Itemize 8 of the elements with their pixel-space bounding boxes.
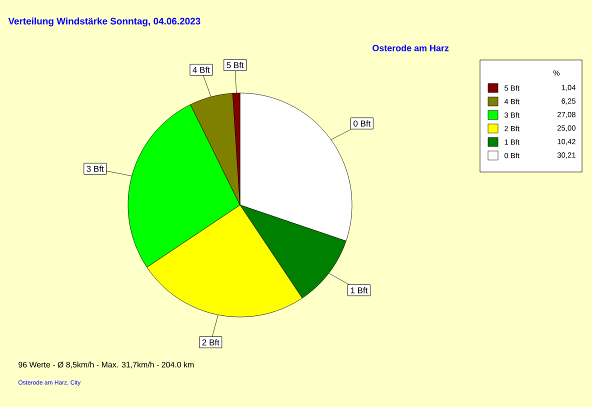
chart-subtitle: Osterode am Harz (372, 44, 449, 52)
slice-label: 1 Bft (350, 287, 368, 294)
slice-label: 4 Bft (192, 66, 210, 73)
slice-label: 2 Bft (202, 339, 220, 346)
slice-label: 3 Bft (86, 166, 104, 172)
slice-label: 0 Bft (354, 120, 371, 127)
slice-label: 5 Bft (226, 62, 244, 68)
chart-title: Verteilung Windstärke Sonntag, 04.06.2023 (8, 18, 200, 26)
